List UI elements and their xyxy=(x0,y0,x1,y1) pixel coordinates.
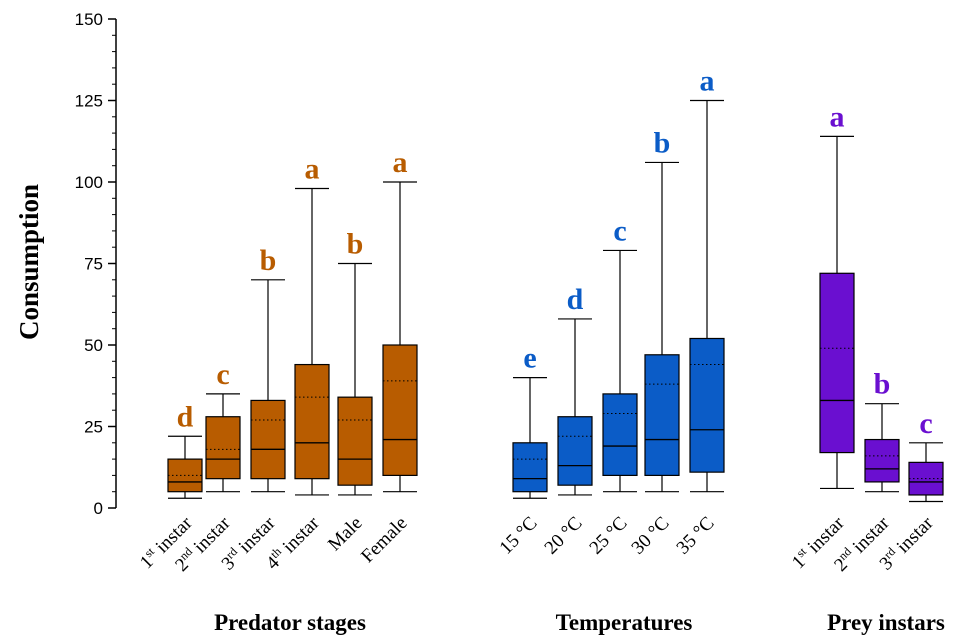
category-label: 1st instar xyxy=(135,511,197,573)
significance-letter: a xyxy=(393,146,408,179)
box-rect xyxy=(557,416,593,486)
box-0-5: a xyxy=(382,146,418,493)
significance-letter: a xyxy=(830,100,845,133)
significance-letter: a xyxy=(700,65,715,98)
significance-letter: e xyxy=(523,342,536,375)
significance-letter: b xyxy=(874,368,891,401)
category-label: 25 °C xyxy=(586,513,632,559)
box-rect xyxy=(602,393,638,476)
y-tick-label: 125 xyxy=(75,92,103,111)
box-1-0: e xyxy=(512,342,548,499)
significance-letter: b xyxy=(347,228,364,261)
box-1-4: a xyxy=(689,65,725,493)
box-rect xyxy=(512,442,548,493)
category-label: 30 °C xyxy=(628,513,674,559)
category-label: Female xyxy=(357,513,411,567)
significance-letter: b xyxy=(260,244,277,277)
box-1-3: b xyxy=(644,126,680,493)
box-rect xyxy=(689,337,725,473)
box-rect xyxy=(337,396,373,486)
box-2-2: c xyxy=(908,407,944,503)
group-label: Predator stages xyxy=(214,610,366,635)
category-label-base: 35 °C xyxy=(673,513,719,559)
y-tick-label: 100 xyxy=(75,173,103,192)
box-rect xyxy=(864,438,900,483)
category-label-rest: instar xyxy=(889,512,938,561)
y-tick-label: 25 xyxy=(84,418,103,437)
y-axis-title: Consumption xyxy=(14,184,44,340)
significance-letter: d xyxy=(177,400,194,433)
box-0-4: b xyxy=(337,228,373,496)
box-0-3: a xyxy=(294,153,330,496)
y-tick-label: 75 xyxy=(84,255,103,274)
box-rect xyxy=(382,344,418,476)
box-rect xyxy=(644,354,680,477)
box-2-0: a xyxy=(819,100,855,490)
significance-letter: c xyxy=(919,407,932,440)
y-tick-label: 0 xyxy=(94,499,103,518)
category-label-base: 30 °C xyxy=(628,513,674,559)
category-label-base: Female xyxy=(357,513,411,567)
box-0-2: b xyxy=(250,244,286,493)
significance-letter: d xyxy=(567,283,584,316)
category-label-rest: instar xyxy=(275,512,324,561)
category-label-base: 20 °C xyxy=(541,513,587,559)
box-0-1: c xyxy=(205,358,241,493)
significance-letter: c xyxy=(613,214,626,247)
significance-letter: b xyxy=(654,126,671,159)
significance-letter: a xyxy=(305,153,320,186)
category-label-base: 15 °C xyxy=(496,513,542,559)
box-1-1: d xyxy=(557,283,593,496)
significance-letter: c xyxy=(216,358,229,391)
box-rect xyxy=(819,272,855,454)
category-label: 15 °C xyxy=(496,513,542,559)
category-label-base: 25 °C xyxy=(586,513,632,559)
box-1-2: c xyxy=(602,214,638,493)
box-rect xyxy=(205,416,241,480)
category-label: 20 °C xyxy=(541,513,587,559)
group-label: Prey instars xyxy=(827,610,945,635)
y-tick-label: 50 xyxy=(84,336,103,355)
box-0-0: d xyxy=(167,400,203,499)
group-label: Temperatures xyxy=(556,610,693,635)
y-tick-label: 150 xyxy=(75,10,103,29)
box-rect xyxy=(294,363,330,480)
y-axis: 0 25 50 75 100 125 150 xyxy=(75,10,117,518)
category-label: 35 °C xyxy=(673,513,719,559)
box-2-1: b xyxy=(864,368,900,493)
box-rect xyxy=(250,399,286,480)
